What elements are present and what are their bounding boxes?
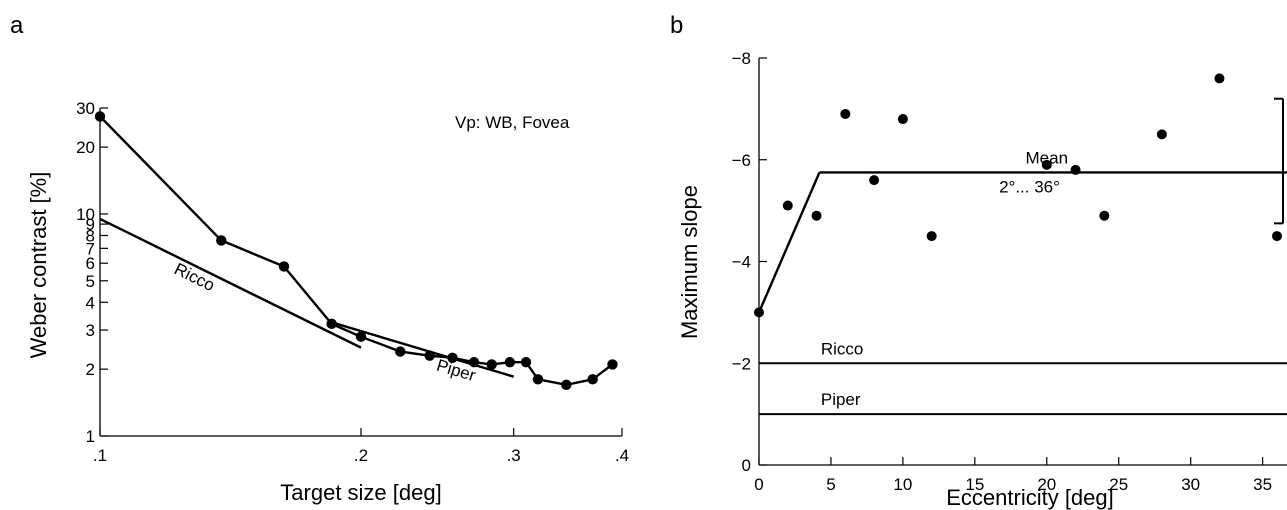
chart-a-x-label: Target size [deg] [280,480,441,505]
data-point [1070,164,1081,175]
panel-a-label: a [10,12,24,39]
chart-a-y-tick-label: 30 [76,99,95,118]
chart-b-lines: Ricco Piper Mean 2°... 36° [757,97,1287,416]
panel-b-label: b [670,12,683,39]
chart-a-x-tick-label: .3 [507,446,521,465]
data-point [278,261,290,272]
data-point [840,108,851,119]
data-point [587,374,598,385]
chart-a-y-tick-label: 4 [86,293,95,312]
data-point [754,307,764,318]
chart-b-series [754,73,1282,318]
data-point [216,235,227,246]
chart-b-y-tick-label: −8 [732,49,751,68]
fit-line-ricco [99,217,362,349]
data-point [561,379,572,391]
chart-a-y-label: Weber contrast [%] [26,172,51,359]
chart-a-x-tick-label: .1 [93,446,107,465]
chart-b-x-tick-label: 30 [1181,475,1200,494]
data-point [811,210,822,221]
chart-b-x-tick-label: 5 [826,475,835,494]
data-point [869,175,880,186]
reference-label-ricco: Ricco [821,339,864,358]
chart-b-y-label: Maximum slope [677,185,702,339]
chart-b-x-tick-label: 20 [1037,475,1056,494]
data-point [897,114,908,125]
data-point [424,350,435,361]
chart-b-x-tick-label: 0 [754,475,763,494]
chart-b-x-ticks: 0 5 10 15 20 25 30 35 [754,457,1272,494]
chart-b: 0 −2 −4 −6 −8 0 5 10 15 20 25 30 35 Ricco Piper Mean 2… [677,49,1287,510]
chart-a-y-tick-label: 1 [86,427,95,446]
chart-a-series [94,111,618,391]
data-point [1214,73,1225,84]
fit-line-piper [331,321,515,378]
chart-b-y-tick-label: −6 [732,151,751,170]
data-point [1156,129,1167,140]
chart-a-y-tick-label: 8 [86,226,95,245]
chart-a-y-tick-label: 20 [76,138,95,157]
data-point [1041,159,1052,170]
chart-b-y-tick-label: −2 [732,354,751,373]
data-point [326,318,337,330]
chart-b-x-tick-label: 25 [1109,475,1128,494]
data-point [520,356,532,368]
chart-b-x-tick-label: 15 [965,475,984,494]
data-point [607,359,618,370]
chart-a-y-tick-label: 6 [86,254,95,273]
data-line [99,115,614,387]
data-point [395,346,406,357]
chart-a-y-tick-label: 5 [86,272,95,291]
chart-a-x-tick-label: .4 [615,446,629,465]
chart-b-y-tick-label: 0 [742,456,751,475]
mean-label: Mean [1026,148,1069,167]
chart-b-y-tick-label: −4 [732,253,751,272]
data-point [532,374,544,385]
chart-b-x-label: Eccentricity [deg] [946,485,1114,510]
data-point [1099,210,1110,221]
data-point [94,111,106,122]
chart-a-x-ticks: .1 .2 .3 .4 [93,428,629,465]
data-point [355,331,367,342]
rise-line [757,171,821,313]
chart-a-annotation: Vp: WB, Fovea [455,113,570,132]
data-point [782,200,793,211]
chart-a-x-tick-label: .2 [354,446,368,465]
chart-a-y-tick-label: 7 [86,239,95,258]
chart-b-y-ticks: 0 −2 −4 −6 −8 [732,49,767,475]
data-point [1272,231,1282,242]
data-point [468,356,480,368]
reference-label-piper: Piper [821,390,861,409]
chart-a-y-tick-label: 10 [76,205,95,224]
data-point [926,231,937,242]
data-point [447,352,458,363]
chart-a-y-tick-label: 9 [86,215,95,234]
chart-a-y-tick-label: 3 [86,321,95,340]
data-point [504,356,516,368]
data-point [486,359,497,370]
chart-b-x-tick-label: 10 [893,475,912,494]
mean-range-label: 2°... 36° [999,177,1060,196]
chart-a-y-tick-label: 2 [86,360,95,379]
chart-b-x-tick-label: 35 [1253,475,1272,494]
